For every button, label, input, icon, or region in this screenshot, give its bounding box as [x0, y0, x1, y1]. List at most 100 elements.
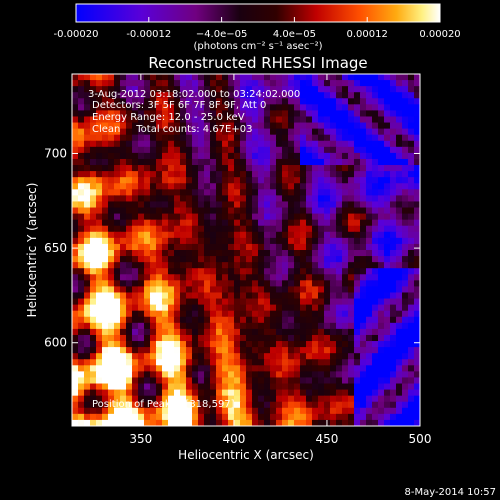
- heatmap-cell: [240, 316, 247, 324]
- heatmap-cell: [138, 334, 145, 342]
- heatmap-cell: [186, 274, 193, 281]
- heatmap-cell: [258, 207, 265, 215]
- heatmap-cell: [114, 328, 121, 336]
- heatmap-cell: [150, 365, 157, 372]
- heatmap-cell: [174, 189, 181, 196]
- heatmap-cell: [258, 80, 265, 87]
- heatmap-cell: [132, 280, 139, 288]
- heatmap-cell: [108, 316, 115, 324]
- heatmap-cell: [330, 171, 337, 178]
- heatmap-cell: [132, 310, 139, 318]
- heatmap-cell: [276, 365, 283, 372]
- heatmap-cell: [324, 322, 331, 330]
- heatmap-cell: [312, 310, 319, 318]
- heatmap-cell: [198, 165, 205, 172]
- heatmap-cell: [228, 365, 235, 372]
- heatmap-cell: [366, 237, 373, 245]
- heatmap-cell: [306, 171, 313, 178]
- heatmap-cell: [156, 92, 163, 99]
- annotation-peak: Position of Peak = [318,597]: [92, 399, 235, 410]
- heatmap-cell: [402, 104, 409, 112]
- heatmap-cell: [366, 322, 373, 330]
- heatmap-cell: [114, 243, 121, 251]
- heatmap-cell: [234, 183, 241, 190]
- heatmap-cell: [336, 286, 343, 294]
- heatmap-cell: [240, 383, 247, 391]
- heatmap-cell: [150, 316, 157, 324]
- heatmap-cell: [84, 371, 91, 379]
- heatmap-cell: [114, 201, 121, 209]
- heatmap-cell: [210, 328, 217, 336]
- heatmap-cell: [414, 158, 420, 166]
- heatmap-cell: [144, 189, 151, 196]
- heatmap-cell: [384, 359, 391, 366]
- heatmap-cell: [342, 334, 349, 342]
- heatmap-cell: [228, 286, 235, 294]
- heatmap-cell: [366, 365, 373, 372]
- heatmap-cell: [210, 158, 217, 166]
- heatmap-cell: [354, 262, 361, 269]
- heatmap-cell: [276, 195, 283, 203]
- heatmap-cell: [174, 171, 181, 178]
- heatmap-cell: [252, 383, 259, 391]
- heatmap-cell: [336, 183, 343, 190]
- heatmap-cell: [102, 128, 109, 136]
- heatmap-cell: [330, 243, 337, 251]
- heatmap-cell: [156, 292, 163, 300]
- heatmap-cell: [294, 128, 301, 136]
- heatmap-cell: [222, 292, 229, 300]
- heatmap-cell: [288, 213, 295, 221]
- heatmap-cell: [204, 110, 211, 118]
- heatmap-cell: [186, 359, 193, 366]
- heatmap-cell: [210, 80, 217, 87]
- heatmap-cell: [324, 219, 331, 227]
- heatmap-cell: [366, 122, 373, 130]
- heatmap-cell: [318, 92, 325, 99]
- heatmap-cell: [276, 122, 283, 130]
- heatmap-cell: [186, 104, 193, 112]
- heatmap-cell: [180, 128, 187, 136]
- heatmap-cell: [294, 219, 301, 227]
- heatmap-cell: [186, 328, 193, 336]
- heatmap-cell: [396, 274, 403, 281]
- heatmap-cell: [126, 353, 133, 360]
- heatmap-cell: [168, 322, 175, 330]
- heatmap-cell: [102, 280, 109, 288]
- heatmap-cell: [126, 256, 133, 263]
- heatmap-cell: [414, 189, 420, 196]
- heatmap-cell: [150, 328, 157, 336]
- heatmap-cell: [396, 158, 403, 166]
- heatmap-cell: [150, 231, 157, 239]
- heatmap-cell: [96, 262, 103, 269]
- heatmap-cell: [258, 328, 265, 336]
- colorbar-tick-label: −4.0e−05: [196, 29, 248, 40]
- heatmap-cell: [408, 250, 415, 257]
- heatmap-cell: [402, 413, 409, 421]
- heatmap-cell: [300, 280, 307, 288]
- heatmap-cell: [318, 86, 325, 93]
- heatmap-cell: [180, 250, 187, 257]
- heatmap-cell: [216, 92, 223, 99]
- heatmap-cell: [84, 407, 91, 415]
- heatmap-cell: [114, 177, 121, 184]
- heatmap-cell: [120, 140, 127, 148]
- heatmap-cell: [198, 310, 205, 318]
- heatmap-cell: [276, 371, 283, 379]
- heatmap-cell: [360, 225, 367, 233]
- heatmap-cell: [186, 183, 193, 190]
- heatmap-cell: [300, 165, 307, 172]
- heatmap-cell: [132, 74, 139, 81]
- heatmap-cell: [216, 104, 223, 112]
- heatmap-cell: [138, 80, 145, 87]
- heatmap-cell: [294, 92, 301, 99]
- heatmap-cell: [408, 140, 415, 148]
- heatmap-cell: [282, 183, 289, 190]
- heatmap-cell: [120, 316, 127, 324]
- heatmap-cell: [300, 316, 307, 324]
- heatmap-cell: [204, 268, 211, 275]
- heatmap-cell: [312, 140, 319, 148]
- heatmap-cell: [114, 353, 121, 360]
- heatmap-cell: [120, 86, 127, 93]
- heatmap-cell: [228, 92, 235, 99]
- heatmap-cell: [282, 104, 289, 112]
